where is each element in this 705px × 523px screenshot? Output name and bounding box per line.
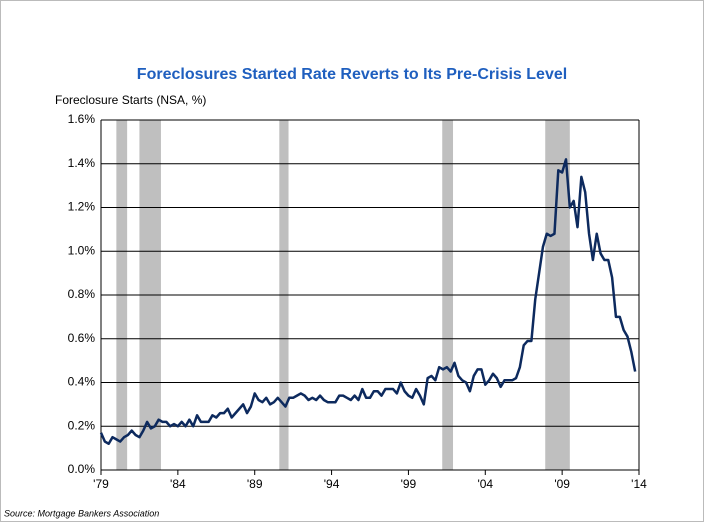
y-tick-label: 1.0%: [68, 243, 96, 257]
y-tick-label: 0.4%: [68, 375, 96, 389]
x-tick-label: '84: [170, 477, 186, 491]
y-tick-label: 1.2%: [68, 200, 96, 214]
x-tick-label: '14: [631, 477, 647, 491]
data-line: [99, 158, 637, 445]
chart-title: Foreclosures Started Rate Reverts to Its…: [137, 66, 567, 83]
x-tick-label: '04: [477, 477, 493, 491]
y-axis-label: Foreclosure Starts (NSA, %): [55, 93, 206, 107]
y-tick-label: 1.4%: [68, 156, 96, 170]
y-tick-label: 0.6%: [68, 331, 96, 345]
y-tick-label: 1.6%: [68, 112, 96, 126]
x-tick-label: '94: [324, 477, 340, 491]
x-tick-label: '09: [554, 477, 570, 491]
x-tick-label: '89: [247, 477, 263, 491]
source-note: Source: Mortgage Bankers Association: [4, 508, 159, 518]
y-tick-label: 0.8%: [68, 287, 96, 301]
x-tick-label: '79: [93, 477, 109, 491]
x-tick-label: '99: [401, 477, 417, 491]
y-tick-label: 0.0%: [68, 462, 96, 476]
y-tick-label: 0.2%: [68, 418, 96, 432]
